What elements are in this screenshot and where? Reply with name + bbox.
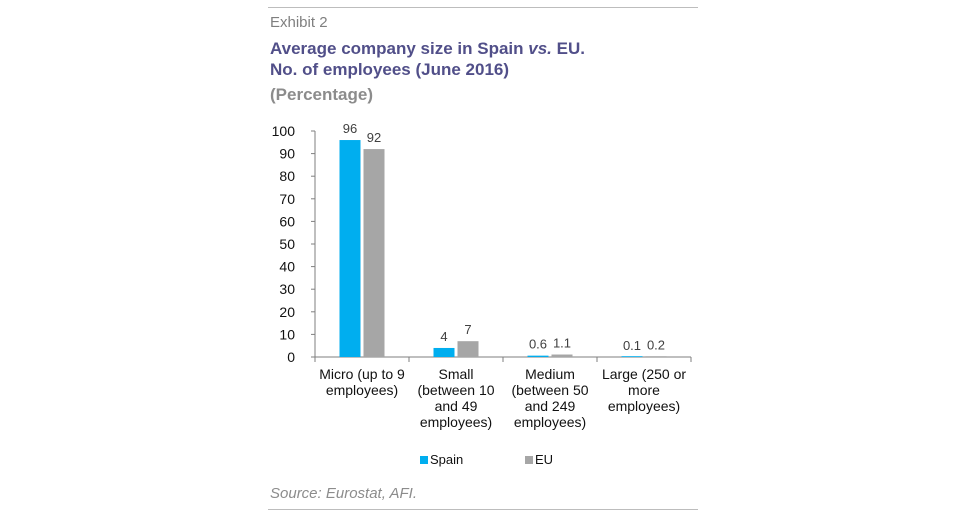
x-category-label: employees): [608, 398, 680, 414]
legend-item-spain: Spain: [420, 452, 463, 467]
title-line1-pre: Average company size in Spain: [270, 39, 529, 58]
x-category-label: and 49: [435, 398, 478, 414]
y-tick-label: 70: [279, 191, 295, 207]
x-category-label: more: [628, 382, 660, 398]
y-tick-label: 50: [279, 236, 295, 252]
y-tick-label: 60: [279, 213, 295, 229]
x-category-label: employees): [514, 414, 586, 430]
bar-eu: [457, 341, 479, 357]
y-tick-label: 0: [287, 349, 295, 365]
x-category-label: Medium: [525, 366, 575, 382]
x-category-label: employees): [420, 414, 492, 430]
y-tick-label: 30: [279, 281, 295, 297]
data-label-spain: 4: [440, 329, 447, 344]
exhibit-label: Exhibit 2: [270, 14, 328, 31]
data-label-spain: 0.6: [529, 337, 547, 352]
y-tick-label: 80: [279, 168, 295, 184]
legend-label-spain: Spain: [430, 452, 464, 467]
bottom-rule: [268, 509, 698, 510]
x-category-label: and 249: [525, 398, 576, 414]
data-label-eu: 92: [367, 130, 381, 145]
data-label-spain: 0.1: [623, 338, 641, 353]
chart-title: Average company size in Spain vs. EU. No…: [270, 38, 585, 80]
title-line1-vs: vs.: [528, 39, 552, 58]
source-note: Source: Eurostat, AFI.: [270, 485, 418, 502]
legend-swatch-eu: [525, 456, 533, 464]
legend-label-eu: EU: [535, 452, 554, 467]
x-category-label: (between 50: [511, 382, 588, 398]
y-tick-label: 100: [272, 123, 296, 139]
x-category-label: Small: [438, 366, 473, 382]
bar-spain: [621, 356, 643, 357]
x-category-label: (between 10: [417, 382, 494, 398]
bar-eu: [363, 149, 385, 357]
x-category-label: Large (250 or: [602, 366, 686, 382]
bar-eu: [645, 356, 667, 357]
bar-spain: [527, 355, 549, 357]
bar-spain: [433, 347, 455, 357]
title-line2: No. of employees (June 2016): [270, 60, 510, 79]
y-tick-label: 40: [279, 259, 295, 275]
bar-spain: [339, 140, 361, 357]
data-label-eu: 1.1: [553, 336, 571, 351]
data-label-eu: 7: [464, 322, 471, 337]
data-label-eu: 0.2: [647, 338, 665, 353]
x-category-label: employees): [326, 382, 398, 398]
top-rule: [268, 7, 698, 8]
data-label-spain: 96: [343, 121, 357, 136]
title-line1-post: EU.: [551, 39, 585, 58]
legend-swatch-spain: [420, 456, 428, 464]
y-tick-label: 20: [279, 304, 295, 320]
legend-item-eu: EU: [525, 452, 553, 467]
y-tick-label: 10: [279, 326, 295, 342]
y-tick-label: 90: [279, 146, 295, 162]
chart-subtitle: (Percentage): [270, 85, 373, 104]
x-category-label: Micro (up to 9: [319, 366, 405, 382]
bar-eu: [551, 354, 573, 357]
